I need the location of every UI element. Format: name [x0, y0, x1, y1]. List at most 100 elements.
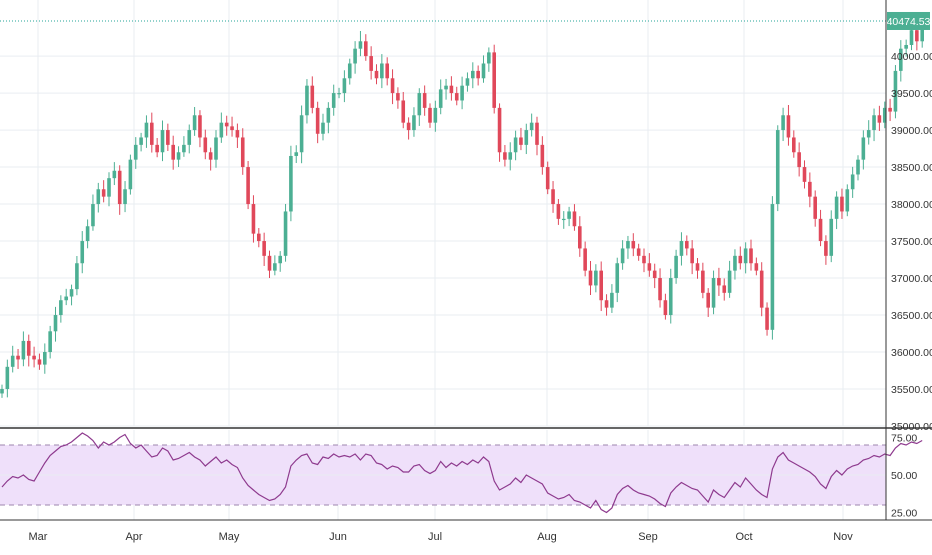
candle-body [128, 159, 133, 190]
candle-body [32, 355, 36, 360]
candle-body [294, 152, 299, 156]
candle-body [230, 126, 234, 131]
candle-body [337, 93, 341, 95]
candle-up [48, 325, 52, 359]
candle-up [85, 219, 90, 249]
rsi-tick-label: 50.00 [891, 470, 917, 482]
price-tick-label: 36000.00 [891, 347, 932, 359]
candle-body [75, 263, 79, 290]
candle-down [224, 115, 229, 136]
candle-down [818, 209, 823, 247]
candle-body [866, 130, 871, 138]
candle-body [144, 122, 149, 138]
candle-down [663, 293, 668, 320]
candle-body [733, 255, 737, 271]
candle-body [519, 137, 523, 145]
candle-down [267, 250, 272, 279]
candle-up [727, 260, 732, 298]
candle-body [599, 270, 603, 301]
candle-body [305, 85, 309, 116]
candle-body [433, 107, 438, 123]
candle-up [850, 166, 855, 198]
candle-down [578, 216, 582, 257]
candle-down [166, 123, 170, 152]
candle-up [299, 105, 304, 164]
candle-up [487, 47, 491, 72]
candle-body [524, 130, 529, 145]
candle-body [385, 63, 389, 79]
candle-up [610, 284, 614, 313]
candle-body [171, 144, 175, 160]
candle-body [701, 270, 705, 293]
candle-body [112, 170, 117, 179]
candle-up [567, 206, 571, 227]
candle-down [749, 239, 753, 271]
candle-down [813, 190, 817, 227]
candle-body [631, 241, 636, 249]
candle-body [604, 300, 609, 308]
candle-up [123, 181, 127, 213]
candle-up [872, 108, 876, 142]
candle-down [647, 253, 652, 277]
candle-body [203, 137, 208, 153]
candle-body [321, 122, 325, 134]
candle-body [465, 78, 470, 86]
candle-body [412, 115, 416, 131]
candle-body [588, 270, 593, 286]
candle-up [679, 232, 684, 266]
candle-body [289, 155, 293, 212]
candle-body [503, 152, 507, 160]
candle-down [251, 195, 256, 243]
candle-up [770, 196, 775, 340]
candle-down [759, 262, 764, 317]
candle-body [406, 122, 411, 131]
candle-body [48, 331, 52, 353]
candle-down [449, 76, 454, 101]
candle-body [738, 255, 743, 264]
candle-up [326, 102, 331, 134]
candle-body [214, 137, 218, 160]
price-tick-label: 38500.00 [891, 162, 932, 174]
candle-down [685, 235, 689, 256]
candle-body [91, 204, 95, 227]
candle-down [406, 117, 411, 140]
last-price-label-bg [887, 11, 930, 30]
candle-up [59, 295, 63, 323]
candle-body [390, 78, 395, 94]
candle-body [454, 93, 459, 101]
candle-body [342, 78, 347, 94]
candle-down [101, 180, 106, 203]
candle-body [690, 248, 694, 264]
candle-down [717, 267, 721, 296]
candle-up [0, 384, 4, 398]
candle-body [792, 137, 796, 153]
candle-up [144, 115, 149, 148]
candle-up [53, 306, 58, 342]
candle-down [556, 199, 561, 225]
candle-down [792, 130, 796, 158]
candle-down [117, 165, 122, 215]
candle-body [545, 167, 550, 190]
candle-down [315, 101, 320, 144]
candle-down [374, 64, 379, 85]
candle-body [824, 241, 828, 256]
candle-body [481, 63, 486, 79]
candle-up [861, 130, 866, 170]
candle-down [797, 142, 801, 177]
candle-body [101, 189, 106, 197]
candle-down [240, 128, 245, 175]
candle-up [64, 288, 68, 306]
candle-down [636, 243, 641, 261]
candle-up [182, 136, 186, 157]
candle-down [385, 57, 389, 86]
candle-body [182, 144, 186, 153]
candle-body [893, 70, 898, 112]
candle-body [5, 366, 10, 390]
candle-body [133, 144, 138, 160]
candle-body [920, 21, 924, 42]
rsi-line [1, 432, 923, 514]
candle-up [139, 132, 143, 152]
candle-up [508, 142, 513, 171]
candle-body [647, 263, 652, 271]
